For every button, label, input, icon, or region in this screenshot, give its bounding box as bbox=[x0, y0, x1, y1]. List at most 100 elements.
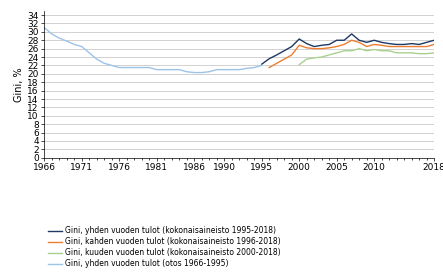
Gini, yhden vuoden tulot (kokonaisaineisto 1995-2018) bbox=[304, 42, 309, 45]
Gini, yhden vuoden tulot (otos 1966-1995) bbox=[124, 66, 129, 69]
Gini, kuuden vuoden tulot (kokonaisaineisto 2000-2018) bbox=[431, 51, 437, 54]
Gini, kahden vuoden tulot (kokonaisaineisto 1996-2018) bbox=[394, 45, 399, 48]
Gini, kuuden vuoden tulot (kokonaisaineisto 2000-2018) bbox=[296, 63, 302, 66]
Gini, kahden vuoden tulot (kokonaisaineisto 1996-2018) bbox=[274, 62, 280, 65]
Gini, kahden vuoden tulot (kokonaisaineisto 1996-2018) bbox=[409, 45, 414, 48]
Gini, kahden vuoden tulot (kokonaisaineisto 1996-2018) bbox=[267, 66, 272, 69]
Line: Gini, yhden vuoden tulot (kokonaisaineisto 1995-2018): Gini, yhden vuoden tulot (kokonaisaineis… bbox=[262, 34, 434, 64]
Gini, yhden vuoden tulot (otos 1966-1995) bbox=[117, 66, 122, 69]
Gini, kuuden vuoden tulot (kokonaisaineisto 2000-2018) bbox=[311, 56, 317, 60]
Gini, kuuden vuoden tulot (kokonaisaineisto 2000-2018) bbox=[424, 52, 429, 55]
Gini, yhden vuoden tulot (otos 1966-1995) bbox=[177, 68, 182, 71]
Gini, kahden vuoden tulot (kokonaisaineisto 1996-2018) bbox=[326, 46, 332, 50]
Gini, yhden vuoden tulot (otos 1966-1995) bbox=[57, 36, 62, 40]
Gini, yhden vuoden tulot (otos 1966-1995) bbox=[252, 66, 257, 69]
Line: Gini, kuuden vuoden tulot (kokonaisaineisto 2000-2018): Gini, kuuden vuoden tulot (kokonaisainei… bbox=[299, 49, 434, 64]
Gini, kahden vuoden tulot (kokonaisaineisto 1996-2018) bbox=[364, 45, 369, 48]
Gini, yhden vuoden tulot (otos 1966-1995) bbox=[162, 68, 167, 71]
Gini, yhden vuoden tulot (otos 1966-1995) bbox=[139, 66, 144, 69]
Gini, yhden vuoden tulot (otos 1966-1995) bbox=[214, 68, 219, 71]
Gini, kahden vuoden tulot (kokonaisaineisto 1996-2018) bbox=[282, 57, 287, 61]
Gini, kahden vuoden tulot (kokonaisaineisto 1996-2018) bbox=[349, 39, 354, 42]
Gini, yhden vuoden tulot (otos 1966-1995) bbox=[147, 66, 152, 69]
Gini, kuuden vuoden tulot (kokonaisaineisto 2000-2018) bbox=[394, 51, 399, 54]
Gini, yhden vuoden tulot (kokonaisaineisto 1995-2018) bbox=[326, 43, 332, 46]
Gini, yhden vuoden tulot (kokonaisaineisto 1995-2018) bbox=[424, 41, 429, 44]
Gini, yhden vuoden tulot (otos 1966-1995) bbox=[42, 26, 47, 29]
Gini, yhden vuoden tulot (kokonaisaineisto 1995-2018) bbox=[416, 43, 422, 46]
Gini, kahden vuoden tulot (kokonaisaineisto 1996-2018) bbox=[401, 45, 407, 48]
Gini, kuuden vuoden tulot (kokonaisaineisto 2000-2018) bbox=[364, 49, 369, 52]
Gini, yhden vuoden tulot (otos 1966-1995) bbox=[154, 68, 159, 71]
Gini, kahden vuoden tulot (kokonaisaineisto 1996-2018) bbox=[342, 43, 347, 46]
Gini, yhden vuoden tulot (otos 1966-1995) bbox=[259, 64, 264, 67]
Gini, yhden vuoden tulot (kokonaisaineisto 1995-2018) bbox=[372, 39, 377, 42]
Gini, kahden vuoden tulot (kokonaisaineisto 1996-2018) bbox=[296, 44, 302, 47]
Gini, yhden vuoden tulot (kokonaisaineisto 1995-2018) bbox=[401, 43, 407, 46]
Gini, yhden vuoden tulot (kokonaisaineisto 1995-2018) bbox=[267, 57, 272, 60]
Gini, yhden vuoden tulot (kokonaisaineisto 1995-2018) bbox=[289, 45, 294, 48]
Gini, kahden vuoden tulot (kokonaisaineisto 1996-2018) bbox=[416, 45, 422, 48]
Gini, yhden vuoden tulot (otos 1966-1995) bbox=[191, 71, 197, 74]
Gini, yhden vuoden tulot (kokonaisaineisto 1995-2018) bbox=[282, 49, 287, 52]
Gini, yhden vuoden tulot (otos 1966-1995) bbox=[49, 32, 54, 36]
Gini, yhden vuoden tulot (otos 1966-1995) bbox=[79, 45, 85, 48]
Gini, kuuden vuoden tulot (kokonaisaineisto 2000-2018) bbox=[372, 48, 377, 51]
Gini, kuuden vuoden tulot (kokonaisaineisto 2000-2018) bbox=[349, 49, 354, 52]
Gini, kahden vuoden tulot (kokonaisaineisto 1996-2018) bbox=[289, 53, 294, 57]
Gini, yhden vuoden tulot (otos 1966-1995) bbox=[199, 71, 204, 74]
Gini, yhden vuoden tulot (kokonaisaineisto 1995-2018) bbox=[364, 41, 369, 44]
Gini, yhden vuoden tulot (otos 1966-1995) bbox=[94, 57, 99, 61]
Gini, kahden vuoden tulot (kokonaisaineisto 1996-2018) bbox=[357, 41, 362, 44]
Gini, yhden vuoden tulot (kokonaisaineisto 1995-2018) bbox=[296, 37, 302, 41]
Gini, kuuden vuoden tulot (kokonaisaineisto 2000-2018) bbox=[401, 51, 407, 54]
Gini, yhden vuoden tulot (kokonaisaineisto 1995-2018) bbox=[409, 42, 414, 45]
Gini, kahden vuoden tulot (kokonaisaineisto 1996-2018) bbox=[386, 45, 392, 48]
Gini, yhden vuoden tulot (kokonaisaineisto 1995-2018) bbox=[311, 45, 317, 48]
Gini, yhden vuoden tulot (otos 1966-1995) bbox=[237, 68, 242, 71]
Gini, yhden vuoden tulot (kokonaisaineisto 1995-2018) bbox=[357, 39, 362, 42]
Gini, kuuden vuoden tulot (kokonaisaineisto 2000-2018) bbox=[334, 51, 339, 54]
Gini, kuuden vuoden tulot (kokonaisaineisto 2000-2018) bbox=[319, 55, 324, 59]
Gini, yhden vuoden tulot (otos 1966-1995) bbox=[206, 70, 212, 73]
Gini, kuuden vuoden tulot (kokonaisaineisto 2000-2018) bbox=[416, 52, 422, 55]
Gini, kuuden vuoden tulot (kokonaisaineisto 2000-2018) bbox=[409, 51, 414, 54]
Gini, yhden vuoden tulot (kokonaisaineisto 1995-2018) bbox=[349, 32, 354, 36]
Gini, kahden vuoden tulot (kokonaisaineisto 1996-2018) bbox=[431, 43, 437, 46]
Gini, yhden vuoden tulot (kokonaisaineisto 1995-2018) bbox=[386, 42, 392, 45]
Gini, yhden vuoden tulot (kokonaisaineisto 1995-2018) bbox=[394, 43, 399, 46]
Gini, yhden vuoden tulot (kokonaisaineisto 1995-2018) bbox=[259, 63, 264, 66]
Gini, yhden vuoden tulot (otos 1966-1995) bbox=[72, 43, 77, 46]
Gini, yhden vuoden tulot (otos 1966-1995) bbox=[222, 68, 227, 71]
Gini, kahden vuoden tulot (kokonaisaineisto 1996-2018) bbox=[372, 43, 377, 46]
Gini, yhden vuoden tulot (otos 1966-1995) bbox=[109, 64, 114, 67]
Gini, yhden vuoden tulot (kokonaisaineisto 1995-2018) bbox=[431, 39, 437, 42]
Line: Gini, kahden vuoden tulot (kokonaisaineisto 1996-2018): Gini, kahden vuoden tulot (kokonaisainei… bbox=[269, 40, 434, 67]
Gini, kahden vuoden tulot (kokonaisaineisto 1996-2018) bbox=[311, 47, 317, 50]
Gini, kuuden vuoden tulot (kokonaisaineisto 2000-2018) bbox=[304, 57, 309, 61]
Y-axis label: Gini, %: Gini, % bbox=[15, 67, 24, 102]
Gini, yhden vuoden tulot (otos 1966-1995) bbox=[87, 51, 92, 54]
Line: Gini, yhden vuoden tulot (otos 1966-1995): Gini, yhden vuoden tulot (otos 1966-1995… bbox=[44, 28, 262, 73]
Gini, yhden vuoden tulot (otos 1966-1995) bbox=[64, 39, 70, 43]
Gini, yhden vuoden tulot (otos 1966-1995) bbox=[101, 62, 107, 65]
Gini, kahden vuoden tulot (kokonaisaineisto 1996-2018) bbox=[319, 47, 324, 50]
Gini, kuuden vuoden tulot (kokonaisaineisto 2000-2018) bbox=[379, 49, 385, 52]
Legend: Gini, yhden vuoden tulot (kokonaisaineisto 1995-2018), Gini, kahden vuoden tulot: Gini, yhden vuoden tulot (kokonaisaineis… bbox=[48, 227, 280, 268]
Gini, kuuden vuoden tulot (kokonaisaineisto 2000-2018) bbox=[357, 47, 362, 50]
Gini, kuuden vuoden tulot (kokonaisaineisto 2000-2018) bbox=[386, 49, 392, 52]
Gini, yhden vuoden tulot (otos 1966-1995) bbox=[244, 67, 249, 70]
Gini, yhden vuoden tulot (otos 1966-1995) bbox=[184, 70, 190, 73]
Gini, kahden vuoden tulot (kokonaisaineisto 1996-2018) bbox=[334, 45, 339, 48]
Gini, kahden vuoden tulot (kokonaisaineisto 1996-2018) bbox=[304, 46, 309, 50]
Gini, yhden vuoden tulot (kokonaisaineisto 1995-2018) bbox=[319, 44, 324, 47]
Gini, yhden vuoden tulot (otos 1966-1995) bbox=[229, 68, 234, 71]
Gini, kuuden vuoden tulot (kokonaisaineisto 2000-2018) bbox=[342, 49, 347, 52]
Gini, kahden vuoden tulot (kokonaisaineisto 1996-2018) bbox=[424, 45, 429, 48]
Gini, yhden vuoden tulot (kokonaisaineisto 1995-2018) bbox=[342, 39, 347, 42]
Gini, yhden vuoden tulot (kokonaisaineisto 1995-2018) bbox=[379, 41, 385, 44]
Gini, yhden vuoden tulot (otos 1966-1995) bbox=[169, 68, 175, 71]
Gini, kahden vuoden tulot (kokonaisaineisto 1996-2018) bbox=[379, 44, 385, 47]
Gini, yhden vuoden tulot (kokonaisaineisto 1995-2018) bbox=[274, 53, 280, 57]
Gini, kuuden vuoden tulot (kokonaisaineisto 2000-2018) bbox=[326, 53, 332, 57]
